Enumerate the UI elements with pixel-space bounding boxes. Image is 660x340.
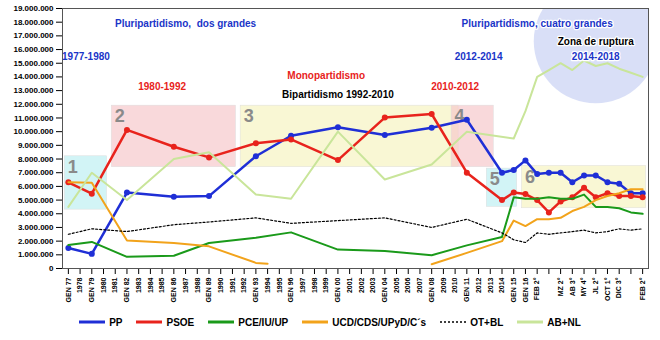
svg-text:4.000.000: 4.000.000 xyxy=(18,209,54,218)
svg-text:1985: 1985 xyxy=(158,277,165,293)
svg-text:15.000.000: 15.000.000 xyxy=(13,59,54,68)
svg-text:2012: 2012 xyxy=(475,277,482,293)
svg-text:6.000.000: 6.000.000 xyxy=(18,182,54,191)
svg-text:JL 2°: JL 2° xyxy=(592,277,599,294)
svg-text:1988: 1988 xyxy=(194,277,201,293)
svg-text:1978: 1978 xyxy=(76,277,83,293)
svg-text:2013: 2013 xyxy=(487,277,494,293)
svg-text:FEB 2°: FEB 2° xyxy=(533,277,540,300)
svg-text:2010-2012: 2010-2012 xyxy=(431,81,479,92)
svg-text:16.000.000: 16.000.000 xyxy=(13,45,54,54)
svg-text:2012-2014: 2012-2014 xyxy=(455,51,503,62)
svg-text:1994: 1994 xyxy=(264,277,271,293)
svg-text:4: 4 xyxy=(454,106,465,127)
svg-text:9.000.000: 9.000.000 xyxy=(18,141,54,150)
svg-text:2002: 2002 xyxy=(358,277,365,293)
svg-text:7.000.000: 7.000.000 xyxy=(18,168,54,177)
svg-text:GEN 93: GEN 93 xyxy=(252,277,259,302)
svg-text:14.000.000: 14.000.000 xyxy=(13,72,54,81)
svg-text:1: 1 xyxy=(68,157,78,177)
html-text:PSOE: PSOE xyxy=(166,316,195,328)
svg-text:GEN 16: GEN 16 xyxy=(522,277,529,302)
svg-text:5: 5 xyxy=(490,169,500,189)
svg-text:2014-2018: 2014-2018 xyxy=(572,51,620,62)
svg-text:2.000.000: 2.000.000 xyxy=(18,237,54,246)
svg-text:MZ 2°: MZ 2° xyxy=(557,277,564,296)
svg-text:2005: 2005 xyxy=(393,277,400,293)
svg-text:3.000.000: 3.000.000 xyxy=(18,223,54,232)
svg-text:GEN 96: GEN 96 xyxy=(287,277,294,302)
svg-text:1984: 1984 xyxy=(147,277,154,293)
svg-text:19.000.000: 19.000.000 xyxy=(13,4,54,13)
svg-text:3: 3 xyxy=(244,106,254,126)
svg-text:DIC 3°: DIC 3° xyxy=(615,277,622,298)
svg-text:2014: 2014 xyxy=(498,277,505,293)
svg-text:13.000.000: 13.000.000 xyxy=(13,86,54,95)
svg-text:1981: 1981 xyxy=(111,277,118,293)
svg-text:10.000.000: 10.000.000 xyxy=(13,127,54,136)
svg-text:GEN 89: GEN 89 xyxy=(205,277,212,302)
svg-text:8.000.000: 8.000.000 xyxy=(18,155,54,164)
svg-text:GEN 08: GEN 08 xyxy=(428,277,435,302)
svg-text:GEN 11: GEN 11 xyxy=(463,277,470,302)
svg-text:GEN 00: GEN 00 xyxy=(334,277,341,302)
svg-text:2007: 2007 xyxy=(416,277,423,293)
svg-text:GEN 04: GEN 04 xyxy=(381,277,388,302)
svg-text:Pluripartidismo, dos grandes: Pluripartidismo, dos grandes xyxy=(115,18,257,29)
svg-text:2006: 2006 xyxy=(404,277,411,293)
svg-text:5.000.000: 5.000.000 xyxy=(18,196,54,205)
svg-text:AB 3°: AB 3° xyxy=(569,277,576,296)
svg-text:GEN 82: GEN 82 xyxy=(123,277,130,302)
svg-text:FEB 2°: FEB 2° xyxy=(639,277,646,300)
svg-text:1991: 1991 xyxy=(229,277,236,293)
svg-text:18.000.000: 18.000.000 xyxy=(13,18,54,27)
html-text:PP: PP xyxy=(109,316,123,328)
svg-text:1987: 1987 xyxy=(182,277,189,293)
svg-text:1980-1992: 1980-1992 xyxy=(138,81,186,92)
svg-text:GEN 79: GEN 79 xyxy=(88,277,95,302)
svg-text:1992: 1992 xyxy=(240,277,247,293)
svg-text:OCT 1°: OCT 1° xyxy=(604,277,611,301)
svg-text:2009: 2009 xyxy=(440,277,447,293)
svg-text:Zona de ruptura: Zona de ruptura xyxy=(558,36,635,47)
html-text:OT+BL: OT+BL xyxy=(470,316,504,328)
svg-text:Pluripartidismo, cuatro grande: Pluripartidismo, cuatro grandes xyxy=(462,18,614,29)
svg-text:17.000.000: 17.000.000 xyxy=(13,31,54,40)
svg-text:1995: 1995 xyxy=(276,277,283,293)
svg-text:1990: 1990 xyxy=(217,277,224,293)
svg-text:2003: 2003 xyxy=(369,277,376,293)
html-text:UCD/CDS/UPyD/C´s: UCD/CDS/UPyD/C´s xyxy=(332,316,427,328)
svg-text:1998: 1998 xyxy=(311,277,318,293)
svg-text:Monopartidismo: Monopartidismo xyxy=(287,70,365,81)
svg-text:1980: 1980 xyxy=(100,277,107,293)
svg-text:0: 0 xyxy=(49,264,54,273)
svg-text:1983: 1983 xyxy=(135,277,142,293)
svg-text:GEN 86: GEN 86 xyxy=(170,277,177,302)
html-text:AB+NL: AB+NL xyxy=(547,316,581,328)
svg-text:1999: 1999 xyxy=(322,277,329,293)
svg-text:11.000.000: 11.000.000 xyxy=(14,114,54,123)
svg-text:Bipartidismo 1992-2010: Bipartidismo 1992-2010 xyxy=(282,89,394,100)
svg-text:2: 2 xyxy=(115,106,125,126)
svg-text:GEN 77: GEN 77 xyxy=(65,277,72,302)
svg-text:2010: 2010 xyxy=(451,277,458,293)
svg-text:MY 4°: MY 4° xyxy=(580,277,587,296)
svg-text:12.000.000: 12.000.000 xyxy=(13,100,54,109)
svg-text:6: 6 xyxy=(524,166,535,187)
svg-text:1.000.000: 1.000.000 xyxy=(18,250,54,259)
svg-text:1997: 1997 xyxy=(299,277,306,293)
svg-text:GEN 15: GEN 15 xyxy=(510,277,517,302)
svg-text:1977-1980: 1977-1980 xyxy=(62,51,110,62)
html-text:PCE/IU/UP: PCE/IU/UP xyxy=(238,316,289,328)
svg-text:2001: 2001 xyxy=(346,277,353,293)
